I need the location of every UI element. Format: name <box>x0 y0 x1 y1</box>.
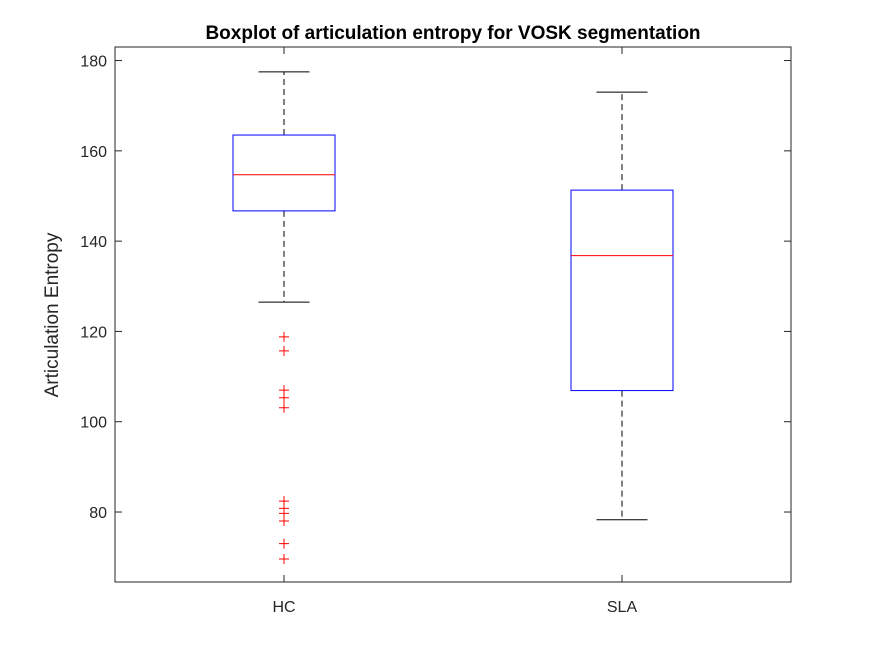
y-tick-label: 100 <box>80 415 107 432</box>
outlier-marker <box>279 331 289 342</box>
y-axis: 80 100 120 140 160 180 <box>80 54 791 522</box>
interquartile-box <box>232 134 336 212</box>
y-tick-label: 120 <box>80 324 107 341</box>
chart-title: Boxplot of articulation entropy for VOSK… <box>205 23 700 44</box>
box-sla <box>570 91 674 521</box>
outlier-marker <box>279 402 289 413</box>
y-tick-label: 140 <box>80 234 107 251</box>
outlier-marker <box>279 345 289 356</box>
interquartile-box <box>570 189 674 392</box>
outlier-marker <box>279 538 289 549</box>
y-tick-label: 160 <box>80 144 107 161</box>
x-tick-label: HC <box>272 599 295 616</box>
x-tick-label: SLA <box>607 599 638 616</box>
outlier-marker <box>279 553 289 564</box>
plot-area-frame <box>114 46 792 583</box>
outlier-marker <box>279 392 289 403</box>
outlier-marker <box>279 516 289 527</box>
x-axis: HC SLA <box>272 47 637 616</box>
y-tick-label: 180 <box>80 54 107 71</box>
box-hc <box>232 71 336 564</box>
y-axis-label: Articulation Entropy <box>42 232 63 397</box>
box-series <box>232 71 674 564</box>
y-tick-label: 80 <box>89 505 107 522</box>
